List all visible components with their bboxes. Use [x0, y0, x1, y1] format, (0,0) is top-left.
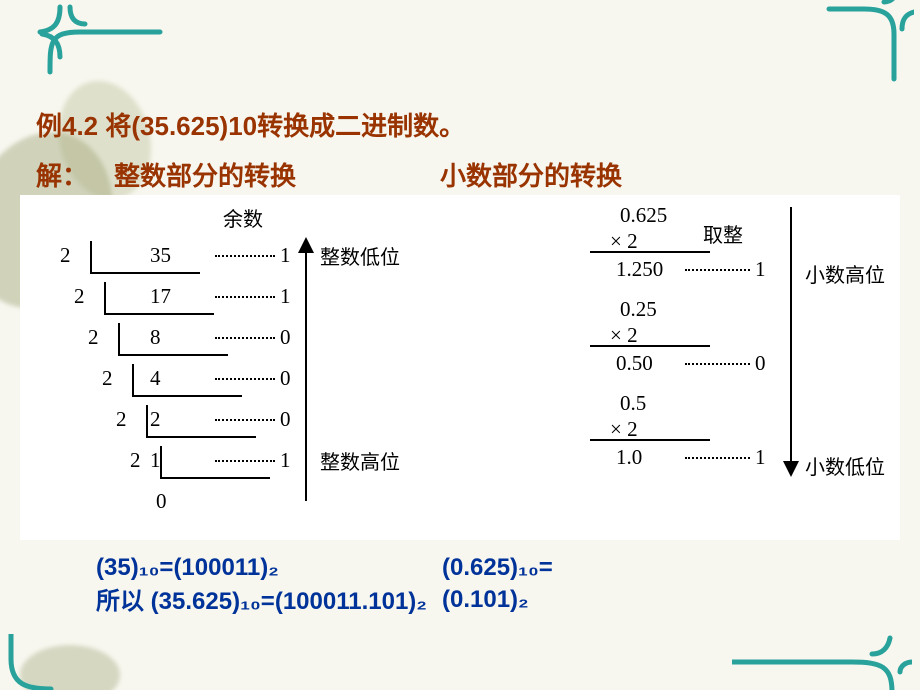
subheading-left-text: 整数部分的转换	[114, 161, 296, 191]
divisor: 2	[60, 243, 71, 268]
answer-final: 所以 (35.625)₁₀=(100011.101)₂	[96, 586, 427, 618]
remainder: 1	[280, 448, 291, 473]
remainder-header: 余数	[223, 203, 263, 232]
label-high: 整数高位	[320, 446, 400, 475]
quotient: 2	[150, 407, 161, 432]
frac-label-low: 小数低位	[805, 451, 885, 480]
remainder: 1	[280, 284, 291, 309]
divisor: 2	[130, 448, 141, 473]
answer-integer: (35)₁₀=(100011)₂(0.625)₁₀=(0.101)₂	[96, 552, 427, 584]
ornament-top-left	[30, 2, 170, 82]
answers-block: (35)₁₀=(100011)₂(0.625)₁₀=(0.101)₂ 所以 (3…	[96, 552, 427, 619]
final-quotient: 0	[156, 489, 167, 514]
remainder: 0	[280, 407, 291, 432]
frac-label-high: 小数高位	[805, 259, 885, 288]
answer-fraction: (0.625)₁₀=(0.101)₂	[442, 552, 553, 617]
solution-prefix: 解：	[36, 161, 88, 191]
divisor: 2	[116, 407, 127, 432]
quotient: 4	[150, 366, 161, 391]
quotient: 35	[150, 243, 171, 268]
subheading-left: 解： 整数部分的转换	[36, 156, 296, 193]
frac-product: 1.0	[616, 445, 642, 470]
divisor: 2	[88, 325, 99, 350]
quotient: 1	[150, 448, 161, 473]
int-header: 取整	[703, 219, 743, 248]
remainder: 0	[280, 366, 291, 391]
frac-int: 1	[755, 445, 766, 470]
quotient: 8	[150, 325, 161, 350]
subheading-right: 小数部分的转换	[440, 156, 622, 193]
ornament-top-right	[824, 0, 914, 84]
diagram-panel: 余数235121712802402202110整数低位整数高位取整0.625× …	[20, 195, 900, 540]
frac-value: 0.625	[620, 203, 667, 228]
frac-int: 1	[755, 257, 766, 282]
remainder: 0	[280, 325, 291, 350]
divisor: 2	[102, 366, 113, 391]
label-low: 整数低位	[320, 241, 400, 270]
ornament-bottom-left	[0, 634, 56, 690]
frac-product: 1.250	[616, 257, 663, 282]
frac-value: 0.5	[620, 391, 646, 416]
ornament-bottom-right	[732, 632, 912, 690]
frac-value: 0.25	[620, 297, 657, 322]
remainder: 1	[280, 243, 291, 268]
example-title: 例4.2 将(35.625)10转换成二进制数。	[36, 106, 465, 143]
quotient: 17	[150, 284, 171, 309]
frac-product: 0.50	[616, 351, 653, 376]
divisor: 2	[74, 284, 85, 309]
frac-int: 0	[755, 351, 766, 376]
